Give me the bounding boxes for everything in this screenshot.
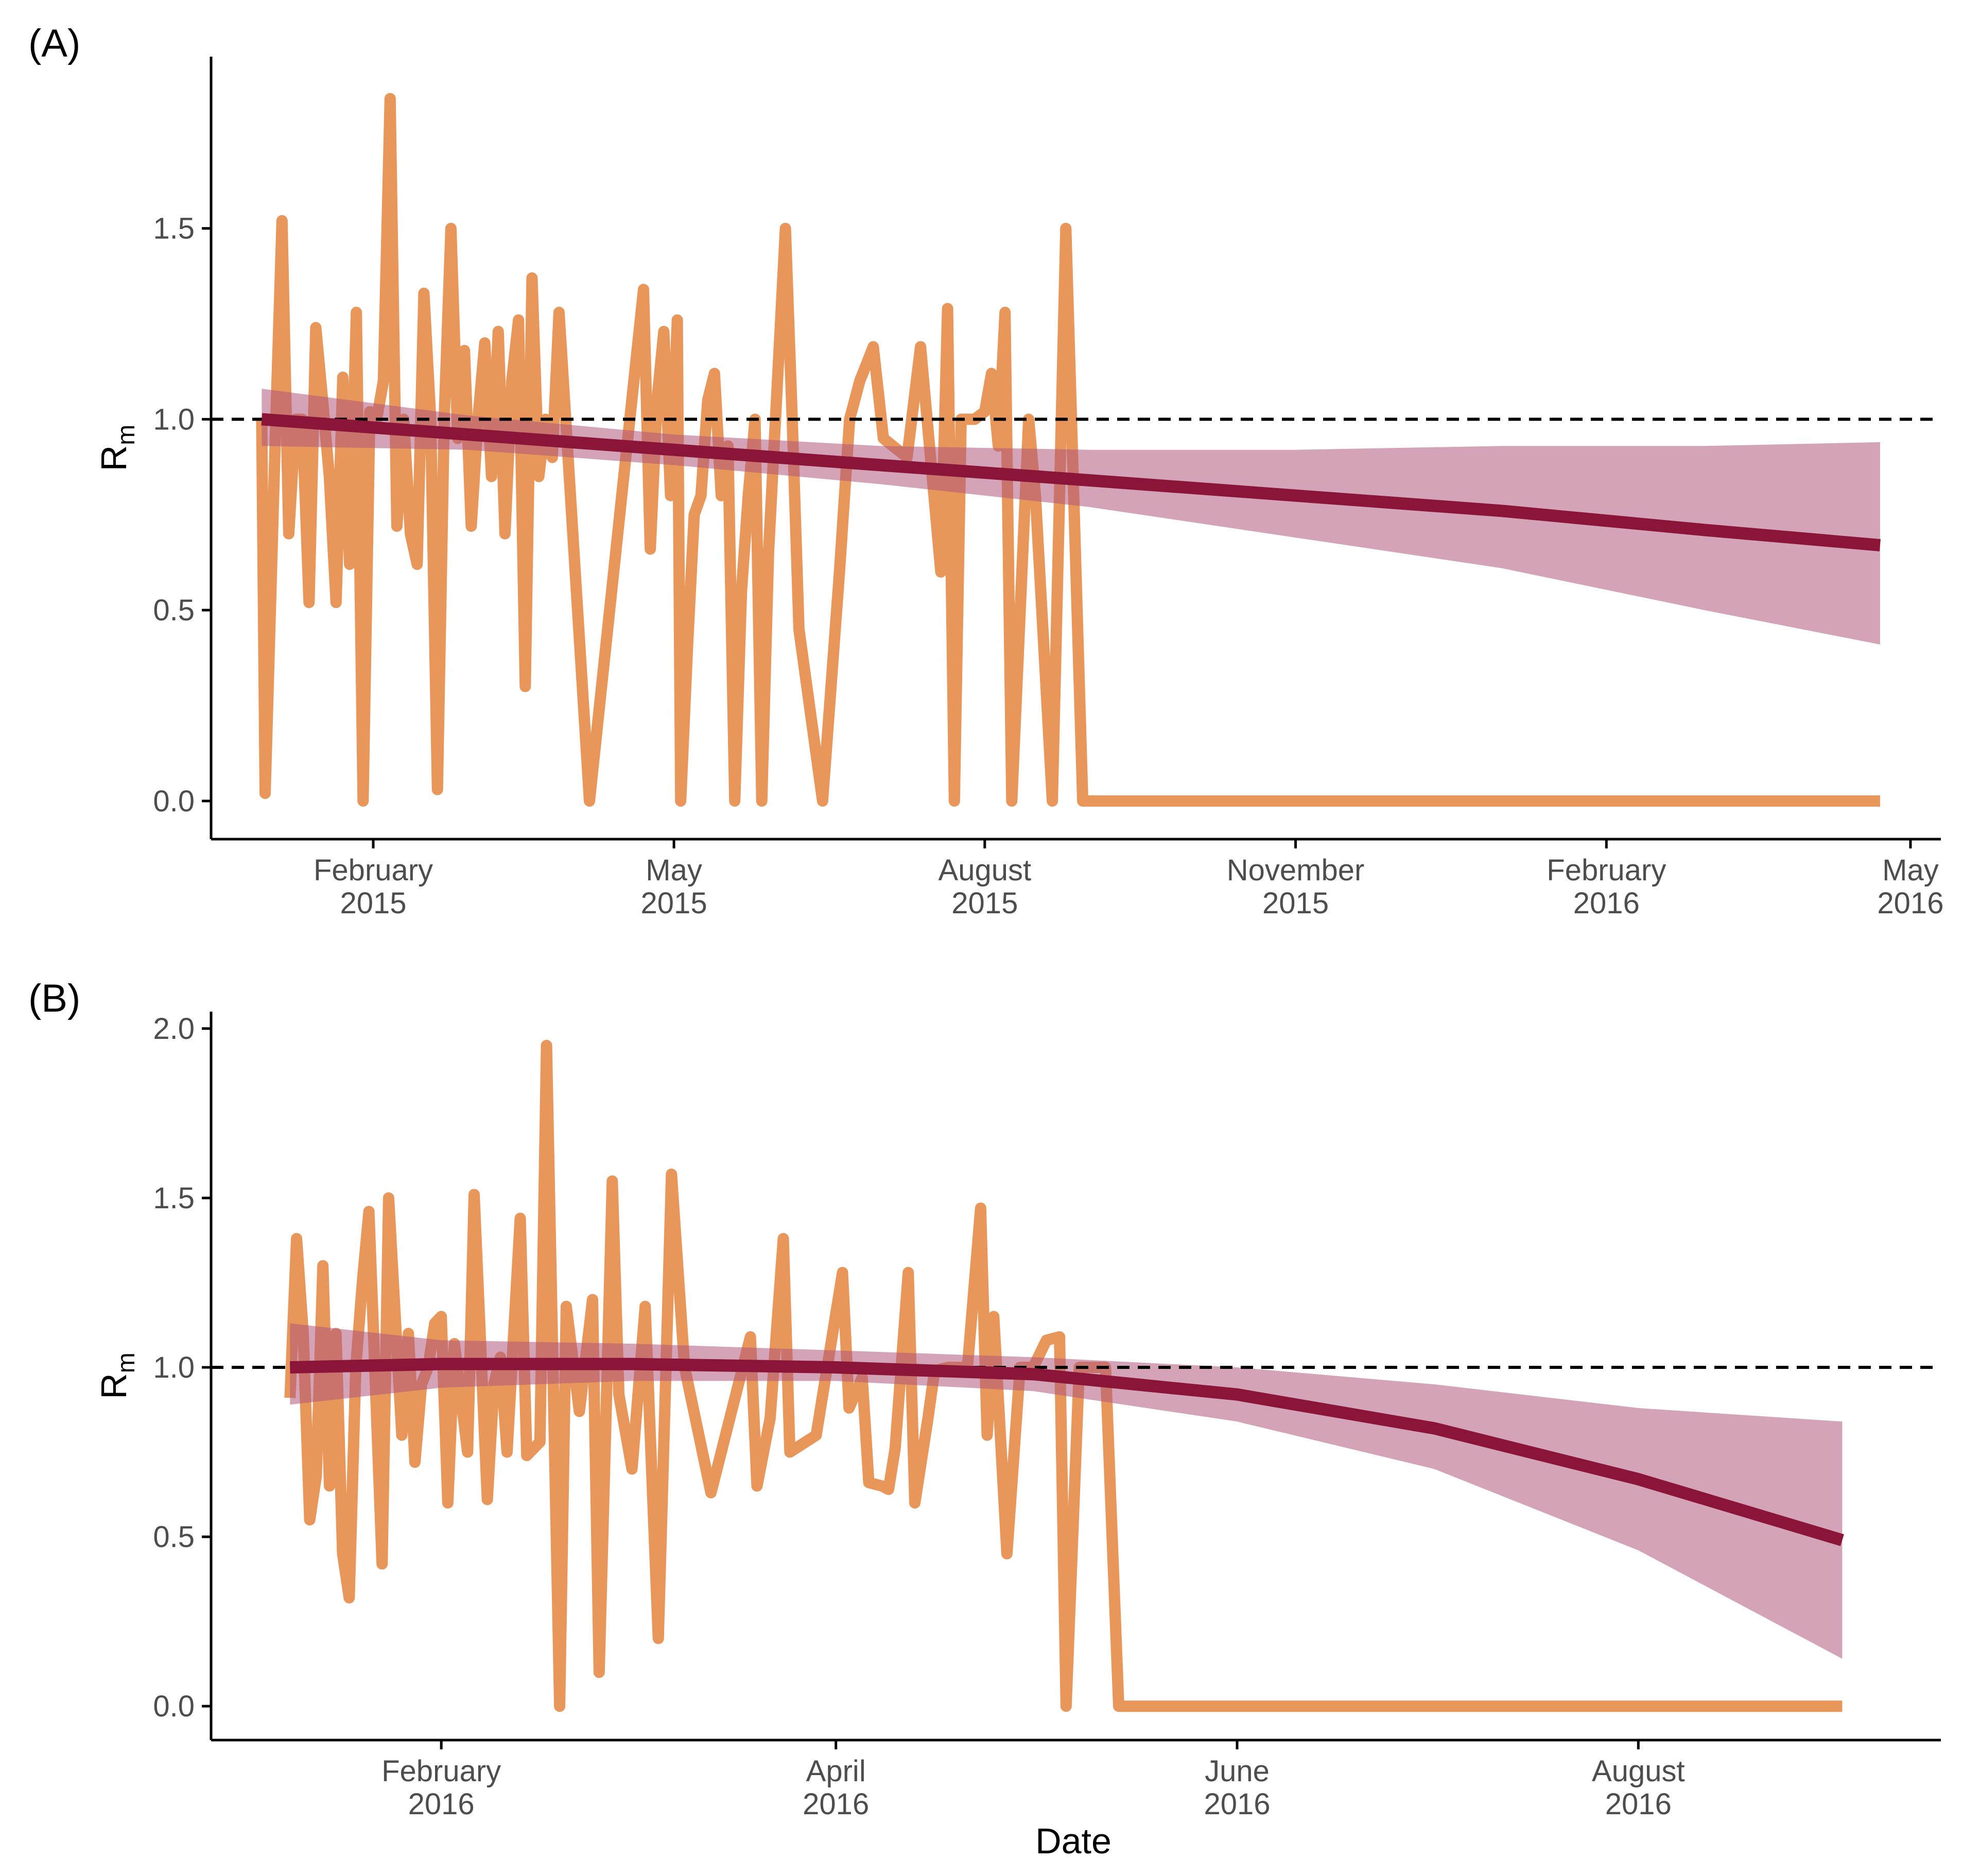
x-tick-label: February 2015 (314, 854, 433, 920)
x-tick-label: May 2015 (641, 854, 707, 920)
x-tick-label: May 2016 (1877, 854, 1943, 920)
x-tick-year: 2016 (1877, 887, 1943, 920)
x-tick-year: 2015 (340, 887, 406, 920)
y-axis-title-main: R (94, 445, 134, 472)
x-tick-month: August (939, 854, 1032, 887)
y-tick-label: 1.5 (153, 1182, 195, 1215)
x-tick-year: 2015 (1262, 887, 1329, 920)
x-tick-label: August 2015 (939, 854, 1032, 920)
panel-label: (A) (28, 22, 80, 65)
x-tick-label: April 2016 (803, 1755, 869, 1821)
x-tick-label: February 2016 (1547, 854, 1666, 920)
x-tick-year: 2016 (803, 1787, 869, 1821)
x-tick-label: November 2015 (1227, 854, 1365, 920)
x-tick-label: August 2016 (1592, 1755, 1685, 1821)
observed-series-line (284, 1039, 1843, 1712)
x-axis-title: Date (1035, 1821, 1111, 1861)
confidence-band (290, 1323, 1843, 1659)
x-tick-month: June (1205, 1755, 1270, 1788)
x-tick-month: February (1547, 854, 1666, 887)
y-tick-label: 1.0 (153, 1351, 195, 1384)
y-tick-label: 1.0 (153, 403, 195, 436)
x-tick-month: November (1227, 854, 1365, 887)
y-tick-label: 0.5 (153, 594, 195, 627)
x-tick-month: February (314, 854, 433, 887)
x-tick-month: April (806, 1755, 866, 1788)
x-tick-year: 2016 (1573, 887, 1640, 920)
x-tick-year: 2015 (951, 887, 1018, 920)
y-axis-title-main: R (94, 1373, 134, 1399)
y-axis-title-subscript: m (113, 425, 140, 445)
x-tick-month: May (646, 854, 702, 887)
y-tick-label: 1.5 (153, 212, 195, 246)
y-tick-label: 2.0 (153, 1012, 195, 1046)
x-tick-year: 2016 (1204, 1787, 1270, 1821)
x-tick-year: 2015 (641, 887, 707, 920)
x-tick-label: June 2016 (1204, 1755, 1270, 1821)
x-tick-month: August (1592, 1755, 1685, 1788)
trend-line (290, 1358, 1844, 1547)
x-tick-year: 2016 (408, 1787, 475, 1821)
y-tick-label: 0.0 (153, 1690, 195, 1723)
y-axis-title: Rm (94, 1352, 140, 1399)
observed-series-line (256, 93, 1880, 807)
x-tick-label: February 2016 (381, 1755, 501, 1821)
x-tick-month: May (1882, 854, 1939, 887)
y-axis-title: Rm (94, 425, 140, 472)
y-tick-label: 0.5 (153, 1520, 195, 1554)
y-axis-title-subscript: m (113, 1352, 140, 1373)
y-tick-label: 0.0 (153, 785, 195, 818)
panel-label: (B) (28, 977, 80, 1020)
x-tick-month: February (381, 1755, 501, 1788)
trend-line (261, 413, 1881, 552)
x-tick-year: 2016 (1605, 1787, 1672, 1821)
